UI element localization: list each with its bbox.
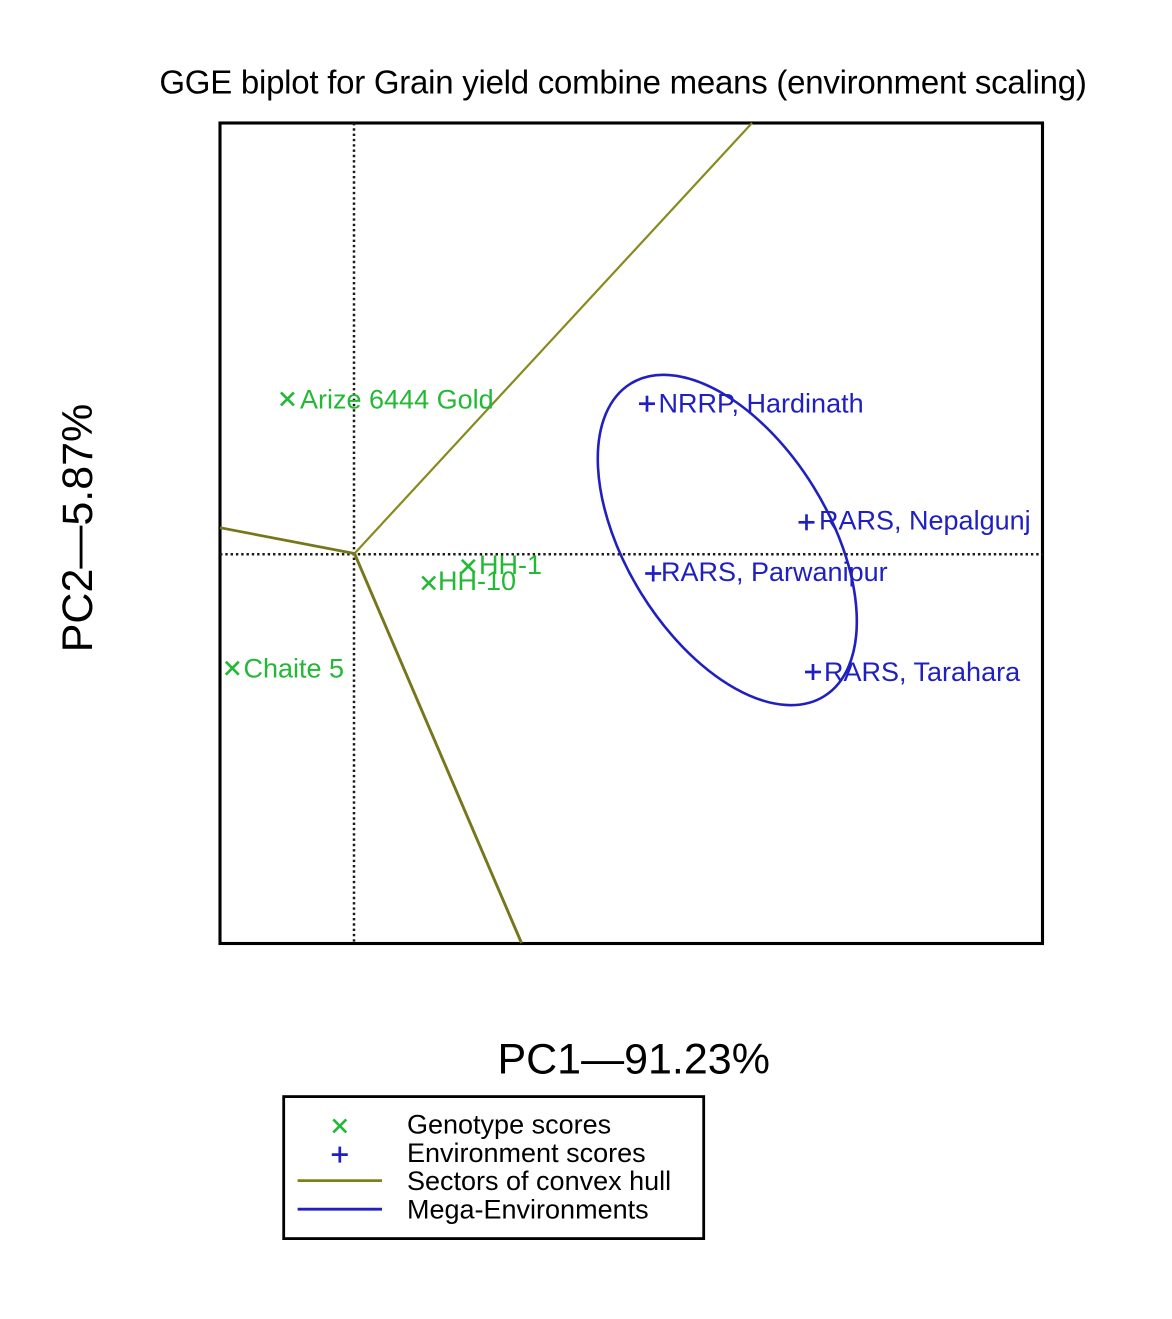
svg-text:GGE biplot for Grain yield com: GGE biplot for Grain yield combine means… bbox=[159, 64, 1086, 101]
svg-text:HH-1: HH-1 bbox=[479, 550, 542, 580]
svg-text:Genotype scores: Genotype scores bbox=[407, 1109, 611, 1139]
svg-text:HH-10: HH-10 bbox=[438, 566, 516, 596]
svg-text:RARS, Tarahara: RARS, Tarahara bbox=[824, 657, 1021, 687]
svg-text:Mega-Environments: Mega-Environments bbox=[407, 1194, 649, 1224]
svg-text:PC1—91.23%: PC1—91.23% bbox=[497, 1036, 770, 1084]
svg-text:RARS, Nepalgunj: RARS, Nepalgunj bbox=[819, 506, 1031, 536]
svg-text:NRRP, Hardinath: NRRP, Hardinath bbox=[659, 389, 864, 419]
svg-text:RARS, Parwanipur: RARS, Parwanipur bbox=[661, 557, 888, 587]
svg-text:Environment scores: Environment scores bbox=[407, 1138, 646, 1168]
svg-text:Chaite 5: Chaite 5 bbox=[244, 654, 345, 684]
svg-text:Sectors of convex hull: Sectors of convex hull bbox=[407, 1166, 671, 1196]
svg-text:PC2—5.87%: PC2—5.87% bbox=[54, 404, 102, 653]
svg-text:Arize 6444 Gold: Arize 6444 Gold bbox=[300, 385, 494, 415]
